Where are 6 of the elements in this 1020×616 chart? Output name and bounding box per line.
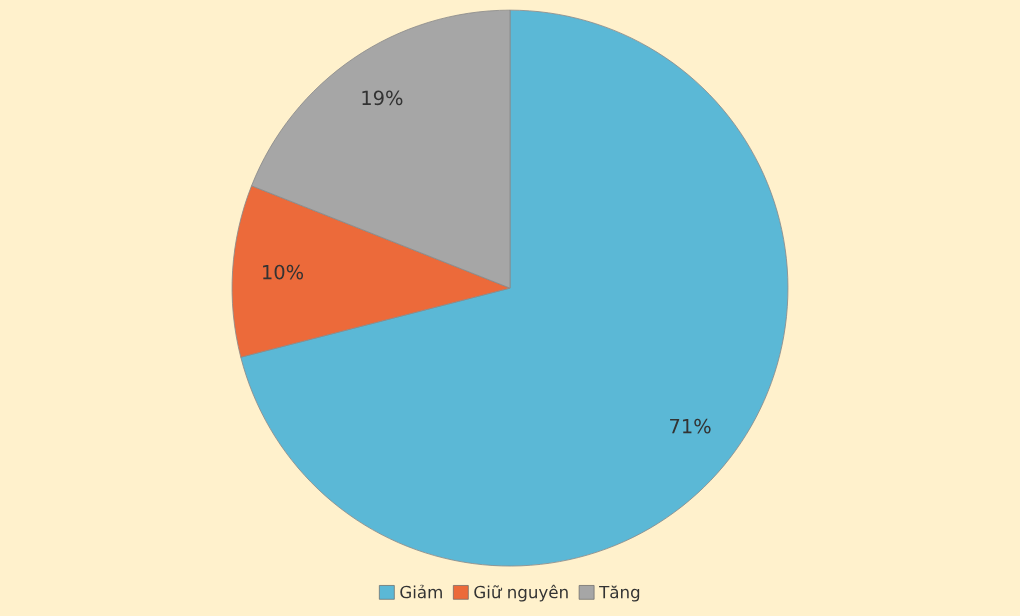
data-label: 19% [362, 90, 403, 106]
legend-label: Giảm [400, 584, 442, 599]
legend-label: Tăng [599, 585, 640, 602]
legend-label: Giữ nguyên [474, 584, 568, 602]
data-label: 10% [263, 264, 304, 280]
data-label: 71% [670, 418, 711, 434]
